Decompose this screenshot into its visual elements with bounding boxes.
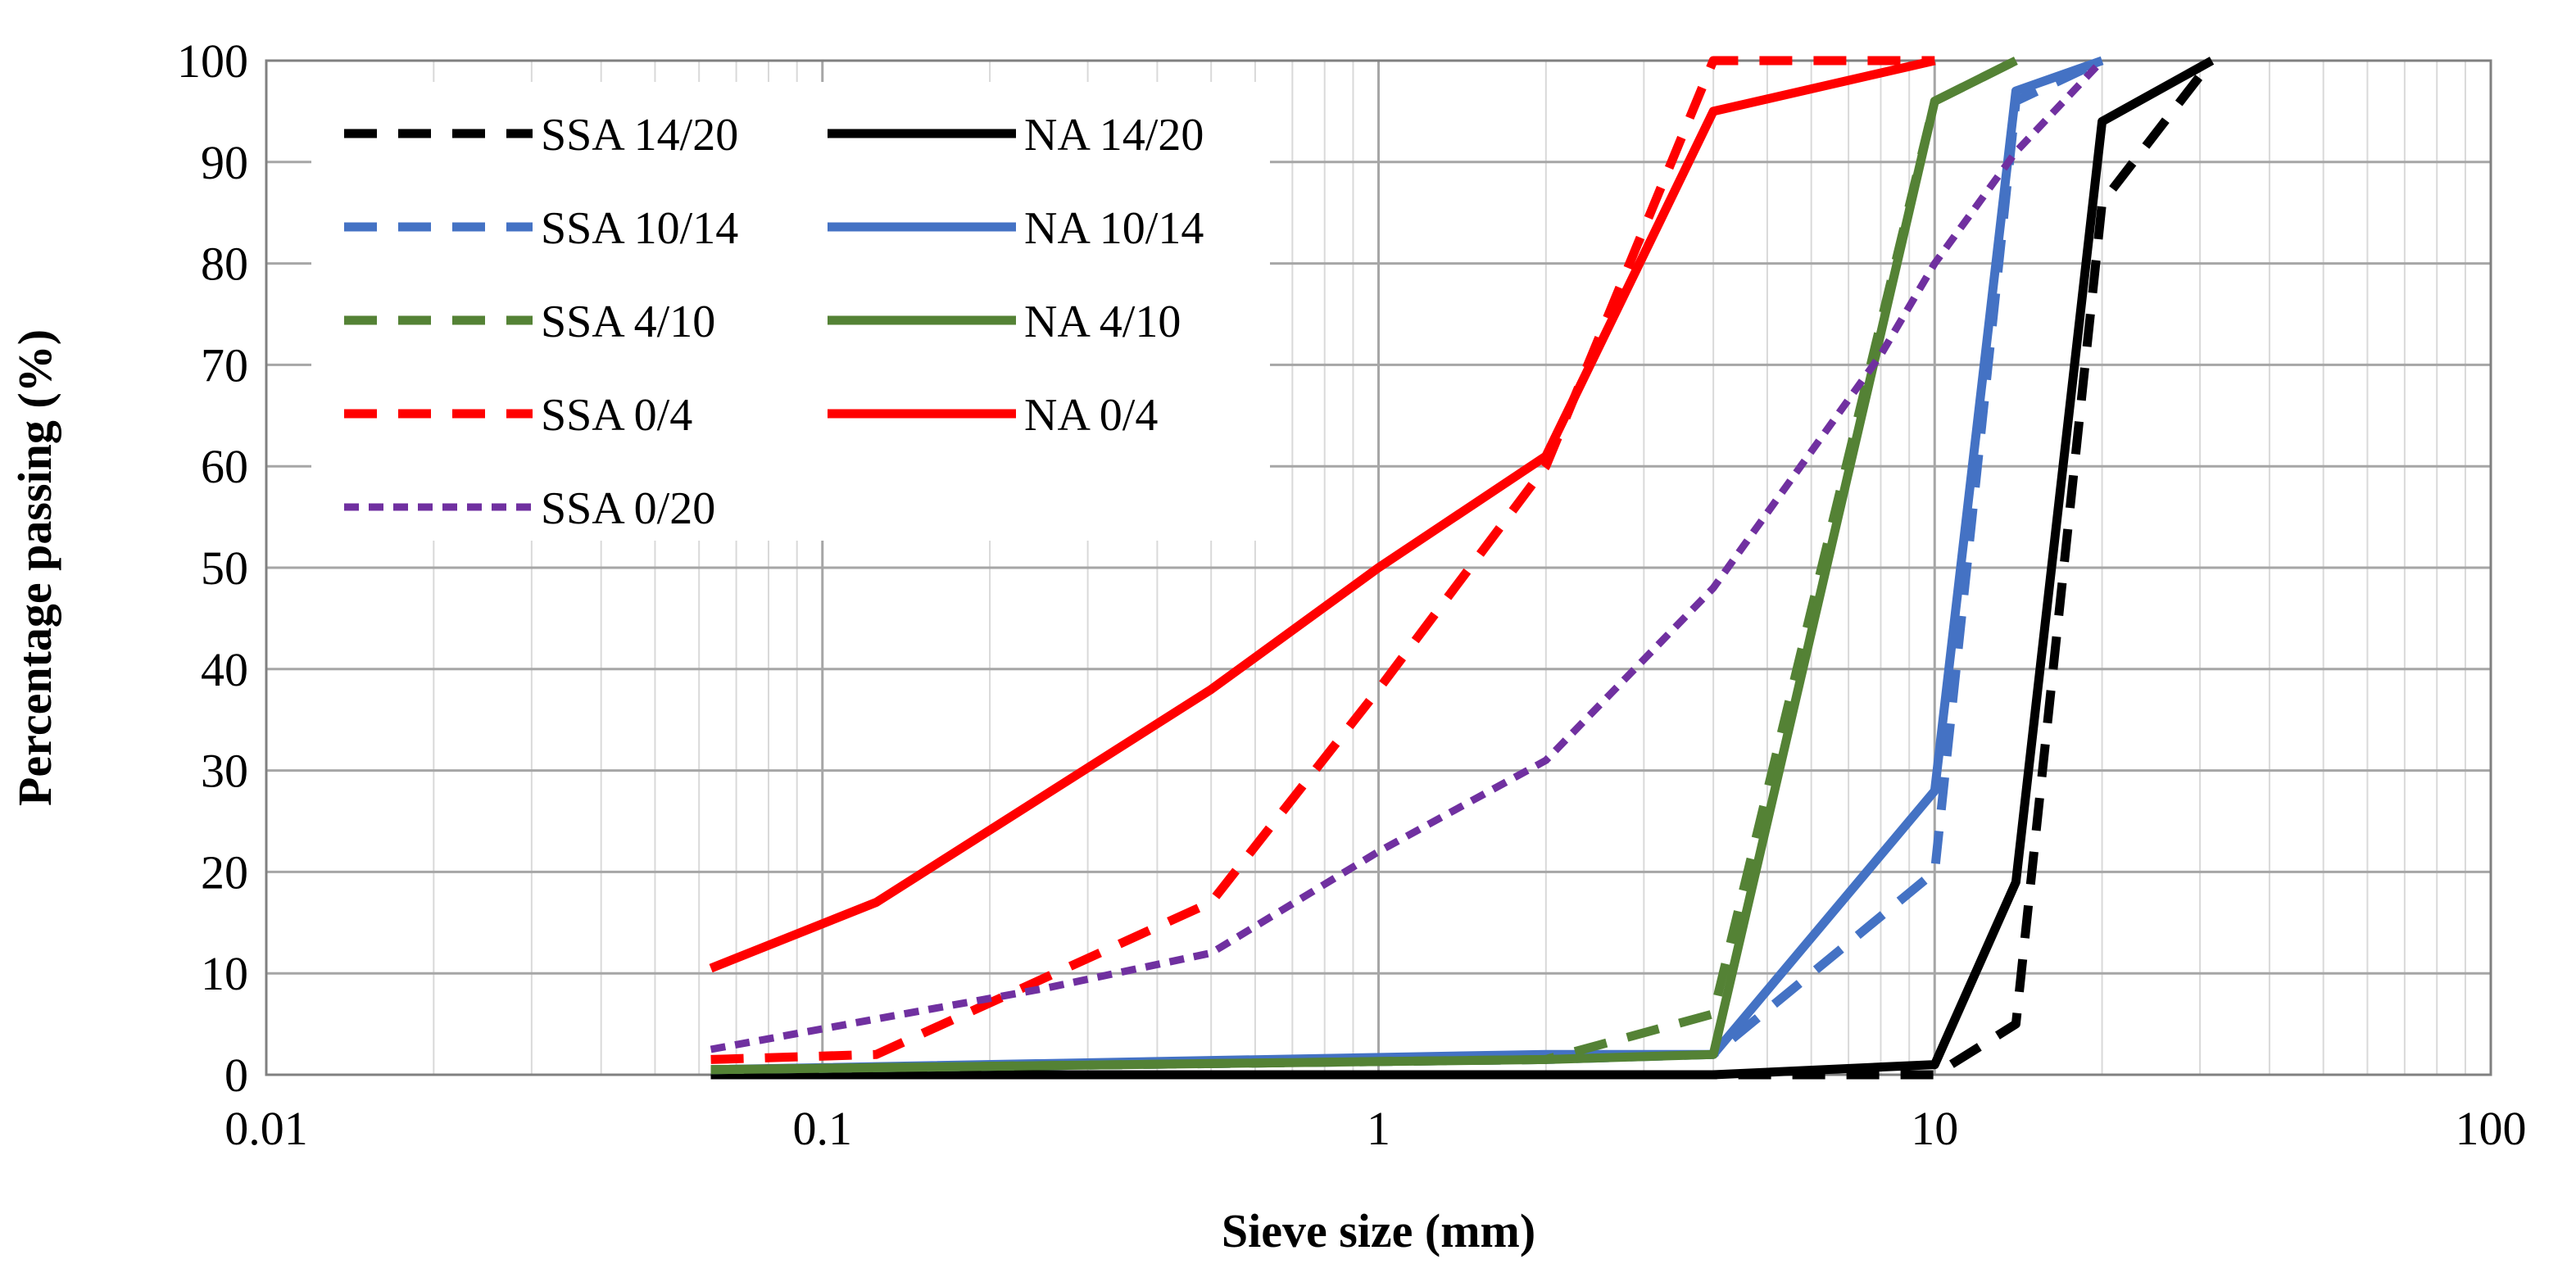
y-tick-label: 10 [201,947,248,1000]
y-axis-title: Percentage passing (%) [8,329,61,806]
x-tick-label: 0.1 [793,1102,853,1155]
legend-label: SSA 4/10 [541,297,715,347]
y-tick-label: 60 [201,440,248,493]
y-tick-label: 80 [201,238,248,291]
x-tick-label: 1 [1367,1102,1390,1155]
x-tick-label: 10 [1911,1102,1958,1155]
legend-label: NA 4/10 [1024,297,1181,347]
series-line-na-0-4 [709,56,1936,973]
legend-label: SSA 0/20 [541,483,715,534]
series-line-ssa-0-4 [710,56,1935,1064]
y-tick-labels: 0 10 20 30 40 50 60 70 80 90 100 [177,34,248,1102]
y-tick-label: 30 [201,745,248,798]
y-tick-label: 50 [201,541,248,595]
x-tick-label: 100 [2456,1102,2527,1155]
legend-label: NA 10/14 [1024,203,1204,254]
x-tick-labels: 0.01 0.1 1 10 100 [224,1102,2526,1155]
y-tick-label: 20 [201,845,248,899]
x-tick-label: 0.01 [224,1102,308,1155]
series-line-na-14-20 [710,57,2215,1080]
y-tick-label: 40 [201,643,248,696]
series-line-na-4-10 [710,57,2018,1075]
series-lines [709,56,2215,1080]
x-axis-title: Sieve size (mm) [1222,1204,1535,1257]
legend-background [311,82,1270,541]
legend-label: NA 0/4 [1024,390,1158,441]
legend-label: NA 14/20 [1024,110,1204,161]
legend: SSA 14/20 NA 14/20 SSA 10/14 NA 10/14 SSA 4/… [311,82,1270,541]
y-tick-label: 90 [201,136,248,189]
series-line-ssa-10-14 [710,57,2104,1075]
legend-label: SSA 14/20 [541,110,738,161]
y-tick-label: 100 [177,34,248,88]
y-tick-label: 0 [224,1049,248,1102]
legend-label: SSA 0/4 [541,390,692,441]
series-line-ssa-0-20 [710,57,2105,1053]
y-tick-label: 70 [201,338,248,392]
legend-label: SSA 10/14 [541,203,738,254]
